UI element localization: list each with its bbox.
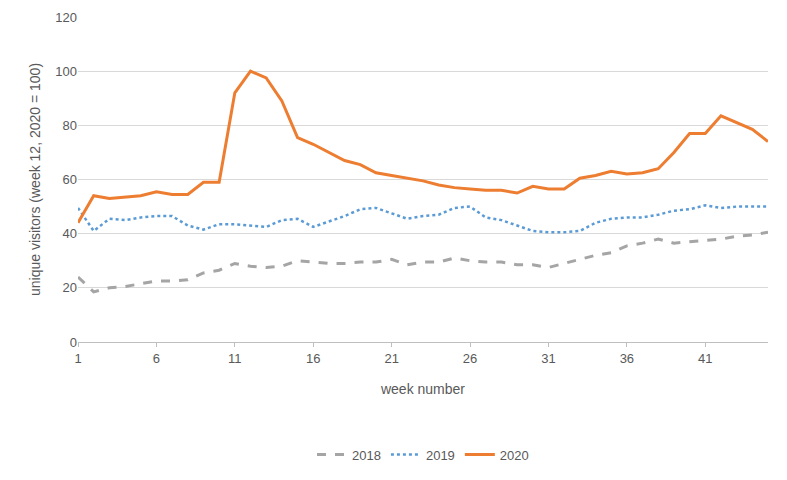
svg-text:31: 31 [541,351,555,366]
svg-text:week number: week number [380,381,465,397]
svg-text:80: 80 [63,118,77,133]
svg-text:21: 21 [384,351,398,366]
svg-text:36: 36 [620,351,634,366]
svg-text:100: 100 [55,64,77,79]
svg-text:6: 6 [153,351,160,366]
svg-text:2019: 2019 [426,448,455,463]
svg-text:60: 60 [63,172,77,187]
svg-text:0: 0 [70,335,77,350]
svg-text:1: 1 [74,351,81,366]
svg-text:120: 120 [55,10,77,25]
svg-text:41: 41 [698,351,712,366]
svg-text:2020: 2020 [500,448,529,463]
svg-text:26: 26 [463,351,477,366]
svg-text:16: 16 [306,351,320,366]
svg-text:20: 20 [63,280,77,295]
svg-text:40: 40 [63,226,77,241]
svg-text:unique visitors (week 12, 2020: unique visitors (week 12, 2020 = 100) [27,63,43,296]
svg-text:11: 11 [228,351,242,366]
svg-text:2018: 2018 [352,448,381,463]
